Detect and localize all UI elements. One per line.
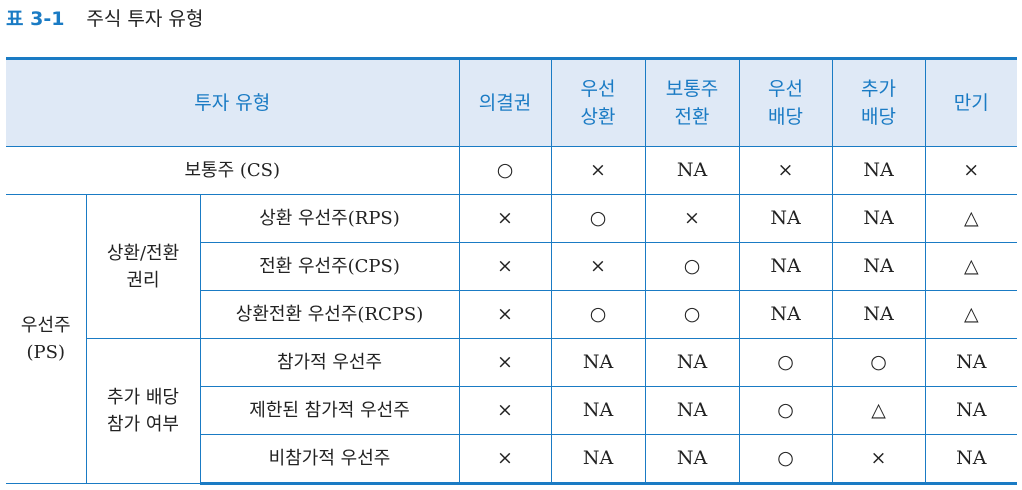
- preferred-stock-label: 우선주 (PS): [6, 194, 87, 484]
- value-cell: ×: [644, 194, 740, 243]
- value-cell: ×: [458, 242, 552, 291]
- table-row: 제한된 참가적 우선주 × NA NA ○ △ NA: [6, 386, 1018, 435]
- value-cell: ×: [458, 194, 552, 243]
- row-label: 보통주 (CS): [6, 146, 460, 195]
- row-label: 제한된 참가적 우선주: [200, 386, 460, 435]
- row-label: 상환전환 우선주(RCPS): [200, 290, 460, 339]
- column-header: 의결권: [458, 57, 552, 147]
- value-cell: ×: [458, 386, 552, 435]
- value-cell: △: [924, 242, 1018, 291]
- header-investment-type: 투자 유형: [6, 57, 460, 147]
- column-header: 보통주 전환: [644, 57, 740, 147]
- row-label: 참가적 우선주: [199, 338, 460, 387]
- value-cell: NA: [924, 338, 1018, 387]
- value-cell: NA: [831, 242, 926, 291]
- table-row: 추가 배당 참가 여부 참가적 우선주 × NA NA ○ ○ NA: [6, 338, 1018, 484]
- value-cell: ○: [644, 242, 740, 291]
- value-cell: NA: [738, 290, 833, 339]
- value-cell: NA: [550, 338, 646, 387]
- value-cell: NA: [550, 434, 646, 485]
- stock-investment-types-table: 투자 유형 의결권 우선 상환 보통주 전환 우선 배당 추가 배당 만기 보통주 (CS)…: [6, 57, 1018, 485]
- value-cell: ×: [458, 290, 552, 339]
- value-cell: NA: [831, 194, 926, 243]
- value-cell: ×: [458, 338, 552, 387]
- value-cell: ○: [738, 338, 833, 387]
- value-cell: ○: [831, 338, 926, 387]
- value-cell: NA: [550, 386, 646, 435]
- value-cell: NA: [831, 290, 926, 339]
- column-header: 우선 배당: [738, 57, 833, 147]
- value-cell: ×: [738, 146, 833, 195]
- table-row: 우선주 (PS) 상환/전환 권리 상환 우선주(RPS) × ○ × NA NA △: [6, 194, 1018, 484]
- group-label: 상환/전환 권리: [85, 194, 201, 339]
- value-cell: NA: [644, 434, 740, 485]
- value-cell: ○: [738, 434, 833, 485]
- value-cell: ×: [550, 242, 646, 291]
- value-cell: NA: [644, 146, 740, 195]
- table-row: 상환전환 우선주(RCPS) × ○ ○ NA NA △: [6, 290, 1018, 339]
- row-label: 상환 우선주(RPS): [199, 194, 460, 243]
- table-row: 전환 우선주(CPS) × × ○ NA NA △: [6, 242, 1018, 291]
- value-cell: ○: [550, 290, 646, 339]
- value-cell: △: [831, 386, 926, 435]
- column-header: 우선 상환: [550, 57, 646, 147]
- table-title: 주식 투자 유형: [86, 8, 204, 30]
- column-header: 만기: [924, 57, 1018, 147]
- value-cell: ×: [550, 146, 646, 195]
- value-cell: ○: [644, 290, 740, 339]
- value-cell: ×: [458, 434, 552, 485]
- value-cell: ○: [738, 386, 833, 435]
- value-cell: NA: [738, 194, 833, 243]
- header-row: 투자 유형 의결권 우선 상환 보통주 전환 우선 배당 추가 배당 만기: [6, 57, 1018, 147]
- value-cell: ×: [831, 434, 926, 485]
- value-cell: NA: [924, 386, 1018, 435]
- value-cell: NA: [738, 242, 833, 291]
- value-cell: ○: [458, 146, 552, 195]
- value-cell: △: [924, 290, 1018, 339]
- value-cell: ○: [550, 194, 646, 243]
- row-label: 비참가적 우선주: [200, 434, 460, 485]
- table-row: 비참가적 우선주 × NA NA ○ × NA: [6, 434, 1018, 485]
- value-cell: ×: [924, 146, 1018, 195]
- value-cell: NA: [924, 434, 1018, 485]
- group-label: 추가 배당 참가 여부: [86, 338, 201, 484]
- table-caption: 표 3-1 주식 투자 유형: [6, 4, 203, 31]
- table-row: 보통주 (CS) ○ × NA × NA ×: [6, 146, 1018, 195]
- value-cell: △: [924, 194, 1018, 243]
- value-cell: NA: [644, 338, 740, 387]
- column-header: 추가 배당: [831, 57, 926, 147]
- row-label: 전환 우선주(CPS): [200, 242, 460, 291]
- table-number: 표 3-1: [6, 8, 65, 30]
- value-cell: NA: [831, 146, 926, 195]
- value-cell: NA: [644, 386, 740, 435]
